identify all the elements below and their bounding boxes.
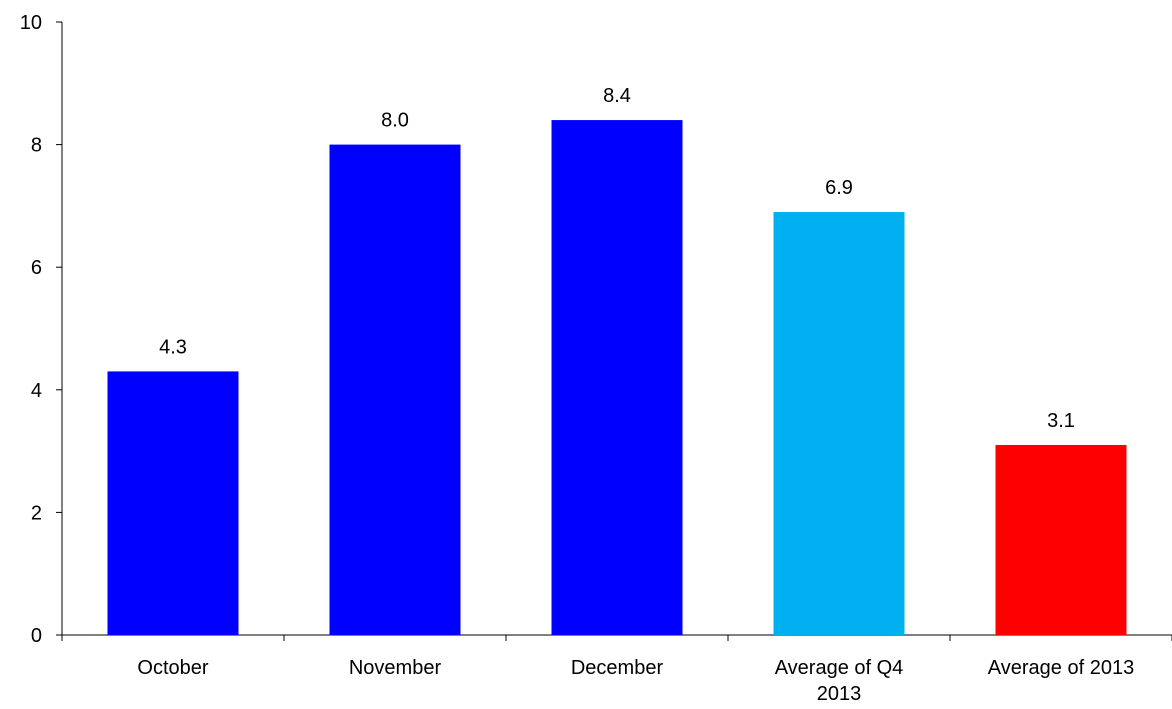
bar — [107, 371, 239, 635]
category-labels: October November December Average of Q4 2013… — [137, 657, 1134, 705]
category-label: 2013 — [817, 683, 862, 705]
x-axis — [61, 634, 1172, 641]
category-label: Average of Q4 — [775, 657, 904, 679]
y-tick-label: 10 — [20, 12, 42, 34]
category-label: October — [137, 657, 208, 679]
category-label: December — [571, 657, 664, 679]
y-axis: 0 2 4 6 8 10 — [20, 12, 63, 647]
value-label: 6.9 — [825, 177, 853, 199]
bar — [551, 120, 683, 635]
y-tick-label: 8 — [31, 135, 42, 157]
bar — [329, 144, 461, 635]
value-label: 3.1 — [1047, 410, 1075, 432]
y-tick-label: 4 — [31, 380, 42, 402]
bars — [107, 120, 1127, 635]
value-label: 8.4 — [603, 85, 631, 107]
value-label: 8.0 — [381, 110, 409, 132]
value-labels: 4.3 8.0 8.4 6.9 3.1 — [159, 85, 1075, 432]
y-tick-label: 2 — [31, 502, 42, 524]
category-label: Average of 2013 — [988, 657, 1134, 679]
bar — [773, 212, 905, 635]
value-label: 4.3 — [159, 336, 187, 358]
y-tick-label: 0 — [31, 625, 42, 647]
category-label: November — [349, 657, 442, 679]
y-tick-label: 6 — [31, 257, 42, 279]
bar — [995, 444, 1127, 635]
